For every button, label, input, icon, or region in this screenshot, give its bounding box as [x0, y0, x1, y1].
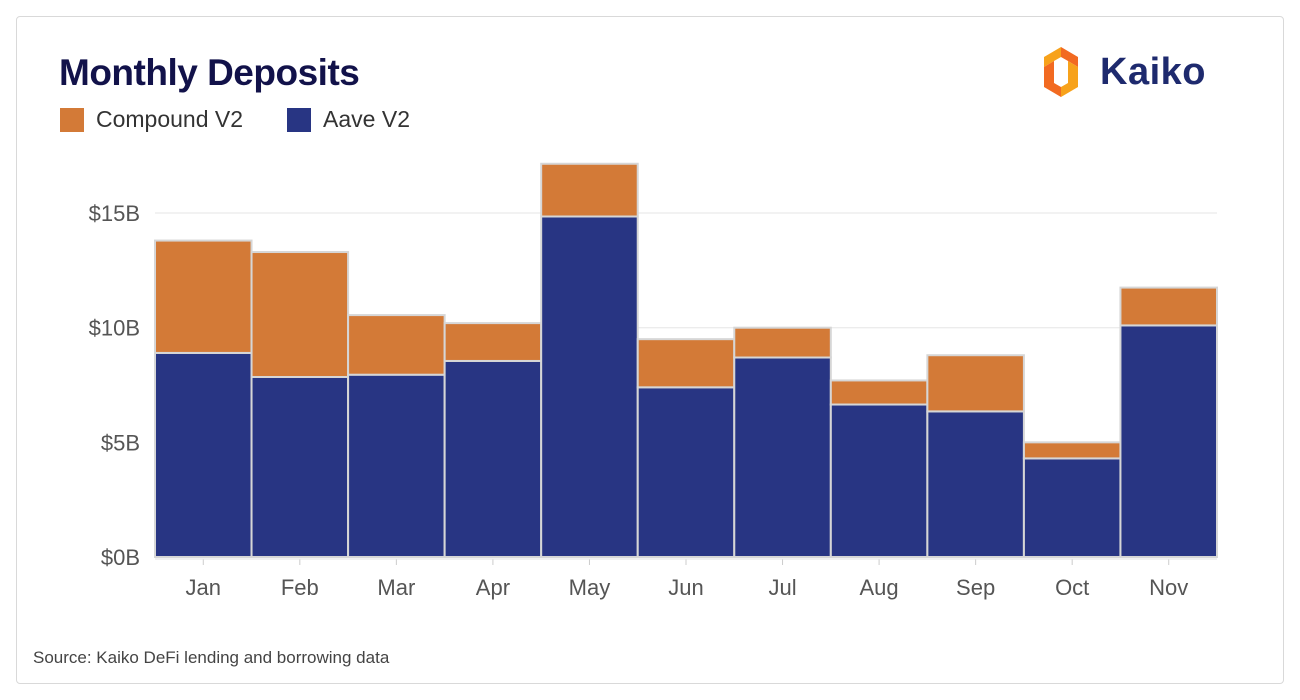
- bar-compound: [443, 322, 543, 362]
- y-tick-label: $0B: [101, 545, 140, 570]
- legend-label-aave: Aave V2: [323, 106, 410, 132]
- bar-aave: [540, 215, 639, 558]
- bar-aave: [926, 410, 1025, 558]
- brand-name: Kaiko: [1100, 50, 1206, 93]
- page-title: Monthly Deposits: [59, 52, 360, 93]
- legend-item-compound: Compound V2: [60, 106, 243, 133]
- y-tick-label: $15B: [89, 201, 140, 226]
- bar-aave: [347, 373, 446, 559]
- x-tick-label: Aug: [860, 575, 899, 600]
- brand-logo: Kaiko: [1034, 45, 1206, 99]
- x-tick-label: Feb: [281, 575, 319, 600]
- y-tick-label: $10B: [89, 316, 140, 341]
- bar-aave: [250, 376, 350, 558]
- bar-aave: [154, 351, 253, 558]
- x-tick-label: Jun: [668, 575, 703, 600]
- bar-compound: [154, 239, 253, 354]
- x-tick-label: Nov: [1149, 575, 1188, 600]
- legend-swatch-compound: [60, 107, 84, 132]
- bar-aave: [1119, 324, 1219, 558]
- bar-compound: [733, 326, 832, 359]
- x-tick-label: Oct: [1055, 575, 1089, 600]
- bar-compound: [540, 162, 639, 218]
- bar-compound: [347, 314, 446, 376]
- bar-compound: [926, 354, 1025, 413]
- bar-compound: [829, 379, 929, 406]
- legend: Compound V2 Aave V2: [60, 106, 454, 133]
- x-tick-label: Sep: [956, 575, 995, 600]
- bar-aave: [443, 359, 543, 558]
- bar-aave: [829, 403, 929, 558]
- legend-item-aave: Aave V2: [287, 106, 410, 133]
- x-tick-label: May: [569, 575, 611, 600]
- bar-aave: [733, 356, 832, 558]
- legend-swatch-aave: [287, 107, 312, 132]
- legend-label-compound: Compound V2: [96, 106, 244, 132]
- source-note: Source: Kaiko DeFi lending and borrowing…: [33, 648, 390, 667]
- bar-aave: [636, 386, 736, 559]
- bar-compound: [1119, 286, 1219, 327]
- x-tick-label: Mar: [377, 575, 415, 600]
- x-tick-label: Jan: [186, 575, 221, 600]
- bar-compound: [636, 338, 736, 389]
- y-tick-label: $5B: [101, 430, 140, 455]
- bar-compound: [1022, 441, 1122, 460]
- x-tick-label: Apr: [476, 575, 510, 600]
- bar-aave: [1022, 457, 1122, 559]
- x-tick-label: Jul: [768, 575, 796, 600]
- bar-compound: [250, 251, 350, 379]
- kaiko-logo-icon: [1044, 47, 1078, 97]
